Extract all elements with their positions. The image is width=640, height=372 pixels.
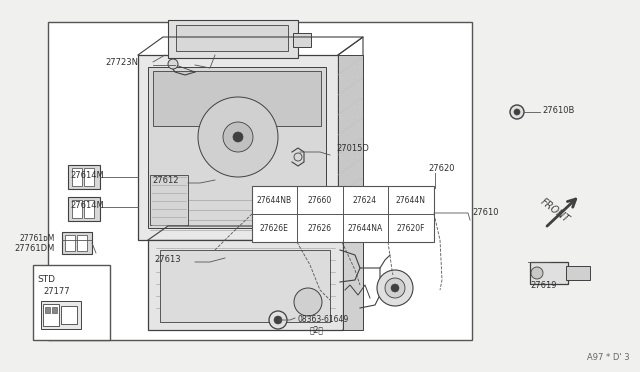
Text: 27610B: 27610B bbox=[542, 106, 574, 115]
Circle shape bbox=[514, 109, 520, 115]
Text: 27620: 27620 bbox=[428, 164, 454, 173]
Circle shape bbox=[223, 122, 253, 152]
Bar bbox=[293, 33, 311, 47]
Text: 27610: 27610 bbox=[472, 208, 499, 217]
Circle shape bbox=[233, 132, 243, 142]
Bar bbox=[45, 307, 50, 313]
Text: 27612: 27612 bbox=[152, 176, 179, 185]
Bar bbox=[72, 200, 82, 218]
Text: 27626: 27626 bbox=[308, 224, 332, 232]
Bar bbox=[148, 240, 343, 330]
Bar bbox=[48, 22, 472, 340]
Text: 27614M: 27614M bbox=[70, 201, 104, 209]
Text: 27177: 27177 bbox=[43, 287, 70, 296]
Text: 27660: 27660 bbox=[308, 196, 332, 205]
Text: 27723N: 27723N bbox=[105, 58, 138, 67]
Circle shape bbox=[168, 59, 178, 69]
Circle shape bbox=[294, 288, 322, 316]
Bar bbox=[338, 55, 363, 240]
Circle shape bbox=[294, 153, 302, 161]
Text: 08363-61649: 08363-61649 bbox=[298, 315, 349, 324]
Text: 27015D: 27015D bbox=[336, 144, 369, 153]
Text: FRONT: FRONT bbox=[539, 197, 572, 225]
Bar bbox=[61, 306, 77, 324]
Circle shape bbox=[510, 105, 524, 119]
Bar bbox=[530, 262, 568, 284]
Text: （2）: （2） bbox=[310, 326, 324, 334]
Bar bbox=[168, 20, 298, 58]
Circle shape bbox=[377, 270, 413, 306]
Text: 27644N: 27644N bbox=[396, 196, 426, 205]
Circle shape bbox=[269, 311, 287, 329]
Text: 27624: 27624 bbox=[353, 196, 377, 205]
Circle shape bbox=[391, 284, 399, 292]
Bar bbox=[153, 71, 321, 126]
Text: 27620F: 27620F bbox=[397, 224, 425, 232]
Bar bbox=[84, 168, 94, 186]
Bar bbox=[77, 235, 87, 251]
Bar bbox=[41, 301, 81, 329]
Bar bbox=[62, 232, 92, 254]
Bar bbox=[138, 55, 338, 240]
Bar bbox=[68, 165, 100, 189]
Bar bbox=[566, 266, 590, 280]
Bar bbox=[343, 240, 363, 330]
Text: 27761DM: 27761DM bbox=[15, 244, 55, 253]
Text: 27644NB: 27644NB bbox=[257, 196, 292, 205]
Bar bbox=[33, 265, 110, 340]
Text: 27614M: 27614M bbox=[70, 170, 104, 180]
Text: 27644NA: 27644NA bbox=[348, 224, 383, 232]
Bar bbox=[43, 304, 59, 326]
Bar bbox=[148, 67, 326, 228]
Circle shape bbox=[385, 278, 405, 298]
Bar bbox=[52, 307, 57, 313]
Bar bbox=[65, 235, 75, 251]
Bar bbox=[160, 250, 330, 322]
Circle shape bbox=[531, 267, 543, 279]
Bar bbox=[252, 186, 434, 242]
Text: STD: STD bbox=[37, 275, 55, 284]
Bar bbox=[68, 197, 100, 221]
Bar bbox=[176, 25, 288, 51]
Bar bbox=[84, 200, 94, 218]
Bar bbox=[150, 175, 188, 225]
Text: 27613: 27613 bbox=[154, 256, 180, 264]
Circle shape bbox=[274, 316, 282, 324]
Bar bbox=[72, 168, 82, 186]
Text: 27761ᴅM: 27761ᴅM bbox=[20, 234, 55, 243]
Text: 27619: 27619 bbox=[530, 280, 557, 289]
Circle shape bbox=[198, 97, 278, 177]
Text: 27626E: 27626E bbox=[260, 224, 289, 232]
Text: A97 * D' 3: A97 * D' 3 bbox=[588, 353, 630, 362]
